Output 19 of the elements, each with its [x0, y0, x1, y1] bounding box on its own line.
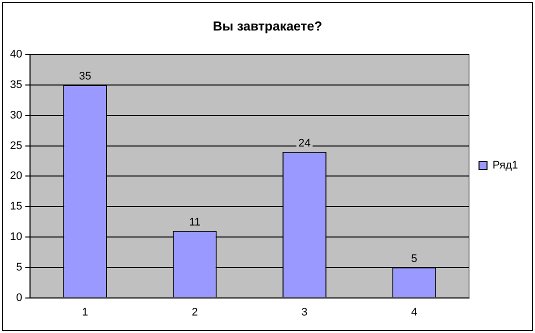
y-tick-label: 15 — [10, 200, 22, 213]
x-tick-label: 2 — [192, 306, 198, 318]
y-tick-label: 5 — [16, 261, 22, 274]
data-label: 11 — [189, 216, 200, 228]
y-tick-label: 20 — [10, 170, 22, 182]
x-tick-label: 3 — [301, 306, 308, 318]
y-tick-label: 10 — [10, 231, 22, 244]
x-tick-label: 4 — [411, 306, 418, 318]
x-tick-label: 1 — [82, 306, 88, 318]
y-tick-label: 30 — [10, 109, 22, 122]
chart-title: Вы завтракаете? — [212, 18, 322, 34]
y-tick-label: 35 — [10, 79, 22, 92]
y-tick-label: 25 — [10, 140, 22, 152]
data-label: 5 — [411, 252, 418, 265]
legend-label: Ряд1 — [492, 160, 518, 172]
y-tick-label: 0 — [16, 292, 22, 304]
data-label: 35 — [78, 70, 92, 83]
y-tick-label: 40 — [10, 48, 22, 61]
data-label: 24 — [298, 137, 311, 150]
